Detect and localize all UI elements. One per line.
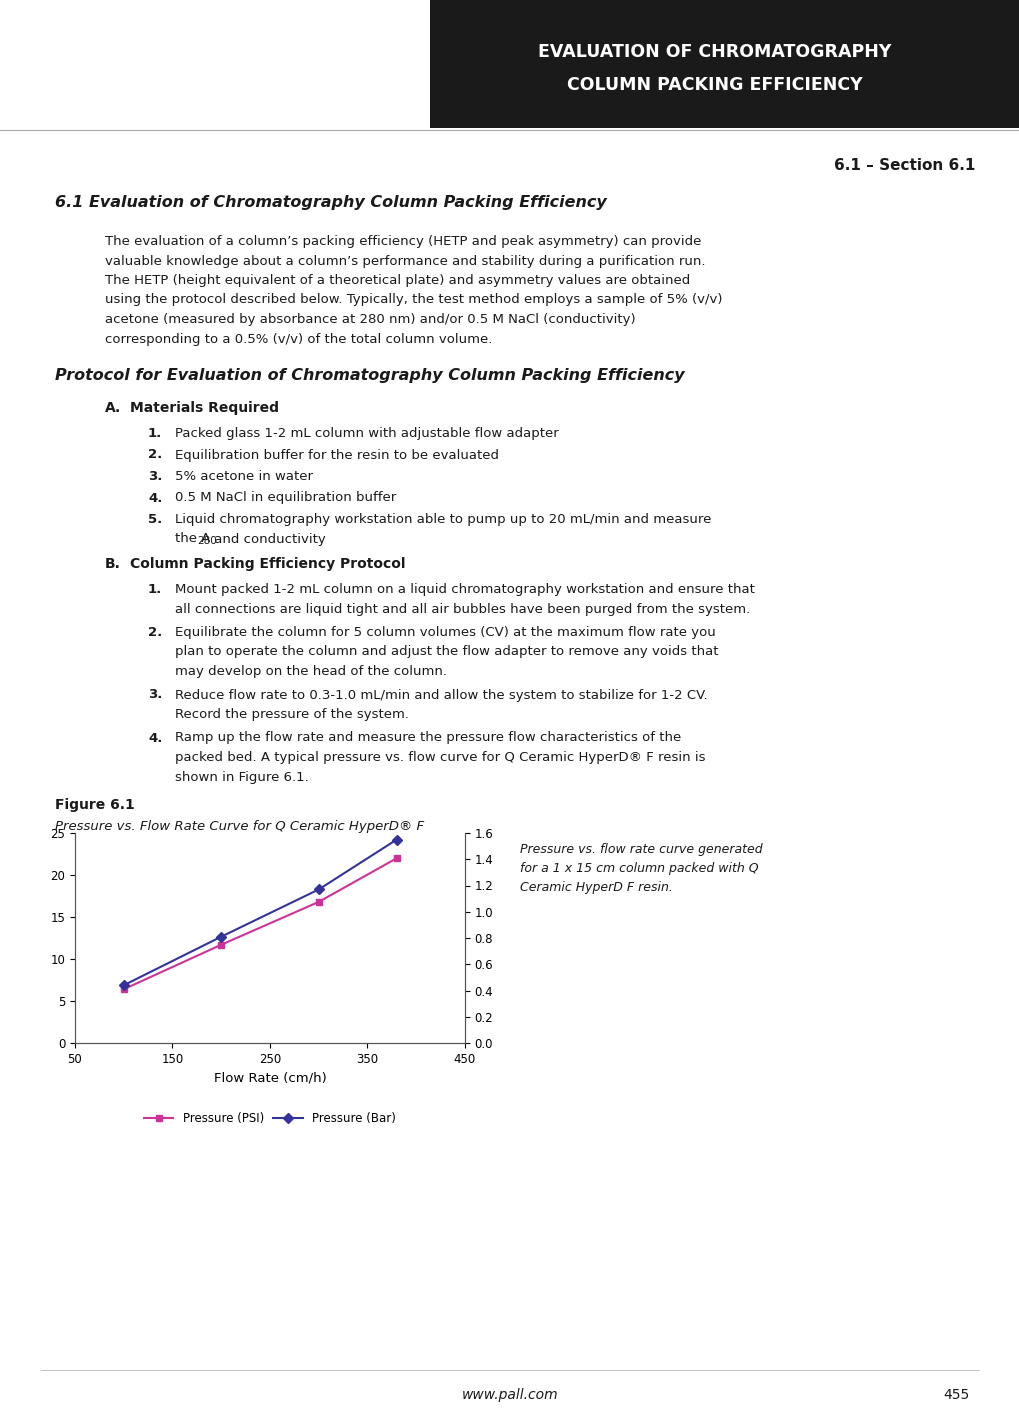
Text: www.pall.com: www.pall.com — [462, 1387, 557, 1402]
Text: 5.: 5. — [148, 513, 162, 525]
Text: EVALUATION OF CHROMATOGRAPHY: EVALUATION OF CHROMATOGRAPHY — [538, 43, 891, 61]
Text: 280: 280 — [197, 537, 217, 547]
Text: Liquid chromatography workstation able to pump up to 20 mL/min and measure: Liquid chromatography workstation able t… — [175, 513, 710, 525]
Text: Materials Required: Materials Required — [129, 400, 279, 415]
Text: Mount packed 1-2 mL column on a liquid chromatography workstation and ensure tha: Mount packed 1-2 mL column on a liquid c… — [175, 584, 754, 596]
Text: Ceramic HyperD F resin.: Ceramic HyperD F resin. — [520, 880, 673, 895]
Text: Pressure vs. Flow Rate Curve for Q Ceramic HyperD® F: Pressure vs. Flow Rate Curve for Q Ceram… — [55, 819, 424, 834]
Text: 6.1 Evaluation of Chromatography Column Packing Efficiency: 6.1 Evaluation of Chromatography Column … — [55, 195, 606, 210]
Text: packed bed. A typical pressure vs. flow curve for Q Ceramic HyperD® F resin is: packed bed. A typical pressure vs. flow … — [175, 751, 705, 764]
Text: 4.: 4. — [148, 731, 162, 744]
Text: may develop on the head of the column.: may develop on the head of the column. — [175, 665, 446, 677]
Text: Equilibrate the column for 5 column volumes (CV) at the maximum flow rate you: Equilibrate the column for 5 column volu… — [175, 626, 715, 639]
Text: corresponding to a 0.5% (v/v) of the total column volume.: corresponding to a 0.5% (v/v) of the tot… — [105, 332, 492, 345]
Bar — [430, 0, 1019, 128]
Text: 5% acetone in water: 5% acetone in water — [175, 470, 313, 483]
Text: 2.: 2. — [148, 449, 162, 462]
Text: Packed glass 1-2 mL column with adjustable flow adapter: Packed glass 1-2 mL column with adjustab… — [175, 427, 558, 440]
Text: acetone (measured by absorbance at 280 nm) and/or 0.5 M NaCl (conductivity): acetone (measured by absorbance at 280 n… — [105, 312, 635, 327]
Text: using the protocol described below. Typically, the test method employs a sample : using the protocol described below. Typi… — [105, 294, 721, 307]
Text: Ramp up the flow rate and measure the pressure flow characteristics of the: Ramp up the flow rate and measure the pr… — [175, 731, 681, 744]
Text: shown in Figure 6.1.: shown in Figure 6.1. — [175, 771, 309, 784]
Text: Record the pressure of the system.: Record the pressure of the system. — [175, 709, 409, 721]
Text: Protocol for Evaluation of Chromatography Column Packing Efficiency: Protocol for Evaluation of Chromatograph… — [55, 368, 684, 383]
Text: valuable knowledge about a column’s performance and stability during a purificat: valuable knowledge about a column’s perf… — [105, 254, 705, 267]
Text: Figure 6.1: Figure 6.1 — [55, 798, 135, 812]
Text: and conductivity: and conductivity — [210, 532, 325, 545]
Text: Reduce flow rate to 0.3-1.0 mL/min and allow the system to stabilize for 1-2 CV.: Reduce flow rate to 0.3-1.0 mL/min and a… — [175, 689, 707, 701]
Text: 2.: 2. — [148, 626, 162, 639]
Text: 0.5 M NaCl in equilibration buffer: 0.5 M NaCl in equilibration buffer — [175, 491, 395, 504]
Text: B.: B. — [105, 557, 121, 571]
Text: Pressure vs. flow rate curve generated: Pressure vs. flow rate curve generated — [520, 843, 762, 856]
Text: 3.: 3. — [148, 470, 162, 483]
Text: The HETP (height equivalent of a theoretical plate) and asymmetry values are obt: The HETP (height equivalent of a theoret… — [105, 274, 690, 287]
Text: 1.: 1. — [148, 584, 162, 596]
Text: plan to operate the column and adjust the flow adapter to remove any voids that: plan to operate the column and adjust th… — [175, 646, 717, 659]
Text: for a 1 x 15 cm column packed with Q: for a 1 x 15 cm column packed with Q — [520, 862, 758, 875]
Text: A.: A. — [105, 400, 121, 415]
Text: The evaluation of a column’s packing efficiency (HETP and peak asymmetry) can pr: The evaluation of a column’s packing eff… — [105, 234, 701, 248]
Text: all connections are liquid tight and all air bubbles have been purged from the s: all connections are liquid tight and all… — [175, 602, 750, 615]
Text: 4.: 4. — [148, 491, 162, 504]
Text: Column Packing Efficiency Protocol: Column Packing Efficiency Protocol — [129, 557, 406, 571]
Text: Equilibration buffer for the resin to be evaluated: Equilibration buffer for the resin to be… — [175, 449, 498, 462]
Text: COLUMN PACKING EFFICIENCY: COLUMN PACKING EFFICIENCY — [567, 77, 862, 94]
Legend: Pressure (PSI), Pressure (Bar): Pressure (PSI), Pressure (Bar) — [139, 1108, 400, 1129]
X-axis label: Flow Rate (cm/h): Flow Rate (cm/h) — [213, 1071, 326, 1085]
Text: 1.: 1. — [148, 427, 162, 440]
Text: 6.1 – Section 6.1: 6.1 – Section 6.1 — [833, 158, 974, 173]
Text: the A: the A — [175, 532, 210, 545]
Text: 3.: 3. — [148, 689, 162, 701]
Text: 455: 455 — [943, 1387, 969, 1402]
